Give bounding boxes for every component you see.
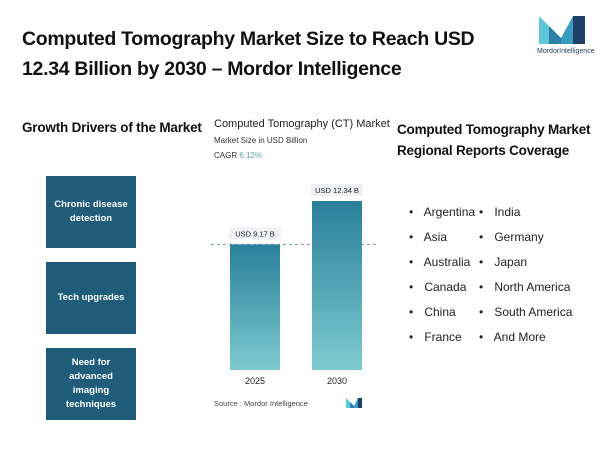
- bar-2025: [230, 244, 280, 370]
- region-item: • South America: [479, 305, 573, 319]
- region-item: • India: [479, 205, 521, 219]
- driver-label: Need for advanced imaging techniques: [65, 357, 117, 410]
- chart-subtitle: Market Size in USD Billion: [214, 136, 308, 145]
- chart-title: Computed Tomography (CT) Market: [214, 118, 390, 130]
- region-item: • And More: [479, 330, 546, 344]
- region-item: • Canada: [409, 280, 467, 294]
- mini-logo-icon: [346, 398, 362, 408]
- driver-box: Chronic disease detection: [46, 176, 136, 248]
- regions-list-2: • India • Germany • Japan • North Americ…: [479, 200, 572, 350]
- region-item: • France: [409, 330, 462, 344]
- region-item: • Germany: [479, 230, 544, 244]
- driver-box: Need for advanced imaging techniques: [46, 348, 136, 420]
- driver-box: Tech upgrades: [46, 262, 136, 334]
- x-tick-label: 2030: [327, 376, 347, 386]
- chart-cagr: CAGR 6.12%: [214, 151, 262, 160]
- region-item: • Asia: [409, 230, 448, 244]
- data-label-bg: [229, 227, 281, 240]
- x-tick-label: 2025: [245, 376, 265, 386]
- region-item: • Japan: [479, 255, 528, 269]
- cagr-value: 6.12%: [239, 151, 263, 160]
- chart-source: Source : Mordor Intelligence: [214, 399, 308, 408]
- logo-text: MordorIntelligence: [537, 48, 595, 55]
- region-item: • Argentina: [409, 205, 476, 219]
- page-title: Computed Tomography Market Size to Reach…: [22, 28, 475, 80]
- regions-list-1: • Argentina • Asia • Australia • Canada …: [409, 200, 475, 350]
- brand-logo: MordorIntelligence: [537, 12, 595, 58]
- mordor-logo-icon: [539, 16, 585, 44]
- region-item: • China: [409, 305, 456, 319]
- driver-label: Chronic disease detection: [54, 199, 128, 224]
- region-item: • Australia: [409, 255, 471, 269]
- drivers-title: Growth Drivers of the Market: [22, 120, 202, 135]
- regions-title: Computed Tomography Market Regional Repo…: [397, 122, 591, 158]
- data-label: USD 9.17 B: [235, 229, 275, 238]
- data-label-bg: [311, 184, 363, 196]
- region-item: • North America: [479, 280, 571, 294]
- bar-2030: [312, 201, 362, 370]
- driver-label: Tech upgrades: [57, 292, 125, 303]
- data-label: USD 12.34 B: [315, 186, 359, 195]
- cagr-label: CAGR: [214, 151, 238, 160]
